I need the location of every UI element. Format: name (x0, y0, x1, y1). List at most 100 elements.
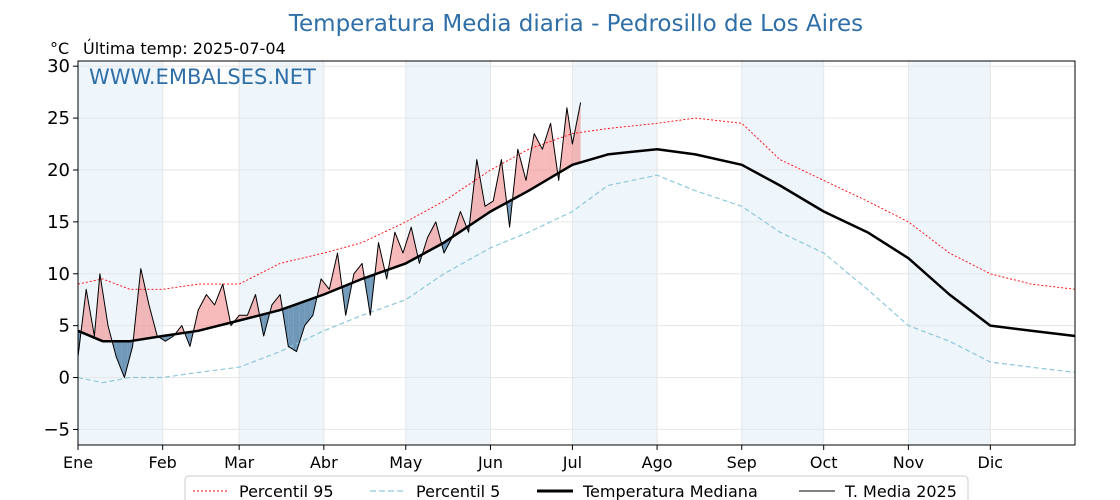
x-tick-label-dic: Dic (978, 453, 1004, 472)
anomaly-fill-above (403, 244, 406, 265)
anomaly-fill-below (310, 298, 313, 319)
unit-label: °C (50, 39, 69, 58)
anomaly-fill-above (206, 294, 210, 329)
anomaly-fill-below (296, 303, 300, 352)
last-temp-label: Última temp: 2025-07-04 (83, 39, 286, 58)
x-tick-label-ene: Ene (63, 453, 93, 472)
anomaly-fill-above (536, 138, 540, 186)
anomaly-fill-above (577, 102, 581, 164)
anomaly-fill-above (277, 294, 281, 311)
legend-p95-label: Percentil 95 (239, 482, 334, 500)
month-band-may (405, 61, 491, 445)
anomaly-fill-above (359, 263, 363, 281)
anomaly-fill-above (225, 297, 229, 324)
anomaly-fill-below (263, 313, 267, 337)
anomaly-fill-below (127, 341, 130, 368)
month-band-ene (78, 61, 163, 445)
anomaly-fill-above (542, 140, 546, 183)
anomaly-fill-above (392, 232, 395, 269)
x-tick-label-abr: Abr (310, 453, 338, 472)
chart-legend: Percentil 95 Percentil 5 Temperatura Med… (184, 475, 969, 500)
anomaly-fill-above (534, 133, 537, 188)
plot-frame (77, 60, 1076, 446)
anomaly-fill-below (304, 300, 308, 326)
anomaly-fill-above (523, 169, 526, 194)
x-tick-label-jul: Jul (562, 453, 582, 472)
anomaly-fill-below (291, 305, 294, 350)
x-tick-label-ago: Ago (642, 453, 673, 472)
anomaly-fill-above (454, 220, 458, 236)
anomaly-fill-above (408, 227, 412, 262)
anomaly-fill-above (151, 315, 155, 338)
anomaly-fill-above (460, 211, 464, 232)
series-line-2025 (77, 102, 582, 378)
anomaly-fill-above (424, 237, 428, 253)
anomaly-fill-above (97, 273, 100, 341)
y-tick-label: 30 (47, 56, 70, 77)
anomaly-fill-above (140, 268, 144, 340)
anomaly-fill-above (457, 211, 461, 234)
x-tick-label-nov: Nov (893, 453, 924, 472)
anomaly-fill-above (200, 299, 204, 331)
month-band-sep (741, 61, 824, 445)
legend-p5-label: Percentil 5 (416, 482, 500, 500)
anomaly-fill-above (214, 297, 218, 327)
anomaly-fill-above (378, 242, 382, 274)
anomaly-fill-above (337, 253, 341, 289)
anomaly-fill-above (135, 294, 139, 341)
watermark: WWW.EMBALSES.NET (89, 65, 316, 89)
anomaly-fill-above (86, 289, 89, 336)
anomaly-fill-above (515, 149, 518, 199)
anomaly-fill-below (293, 304, 297, 352)
anomaly-fill-above (332, 265, 335, 292)
y-tick-label: 0 (59, 368, 70, 389)
y-tick-label: 20 (47, 160, 70, 181)
anomaly-fill-above (474, 159, 477, 223)
anomaly-fill-above (203, 294, 207, 330)
anomaly-fill-above (400, 246, 404, 266)
y-tick-label: 10 (47, 264, 70, 285)
x-axis-ticks: Ene Feb Mar Abr May Jun Jul Ago Sep Oct Nov Dic (63, 445, 1003, 472)
anomaly-fill-above (102, 291, 106, 342)
anomaly-fill-above (490, 201, 494, 212)
series-line-median (77, 147, 1076, 343)
anomaly-fill-below (121, 341, 125, 378)
anomaly-fill-above (99, 273, 103, 342)
anomaly-fill-above (411, 227, 414, 261)
anomaly-fill-above (250, 301, 253, 318)
y-axis-ticks: −5 0 5 10 15 20 25 30 (43, 56, 78, 440)
anomaly-fill-above (222, 284, 226, 325)
anomaly-fill-above (321, 278, 324, 296)
anomaly-fill-above (274, 297, 278, 312)
anomaly-fill-above (547, 123, 551, 180)
x-tick-label-mar: Mar (224, 453, 255, 472)
anomaly-fill-above (209, 297, 212, 329)
anomaly-fill-above (394, 232, 398, 268)
anomaly-fill-below (307, 299, 311, 323)
anomaly-fill-above (179, 325, 182, 334)
anomaly-fill-below (301, 301, 305, 335)
anomaly-fill-above (397, 239, 401, 267)
anomaly-fill-below (345, 284, 349, 316)
series-line-p95 (77, 117, 1076, 290)
x-tick-label-jun: Jun (477, 453, 503, 472)
anomaly-fill-above (528, 149, 532, 191)
series-lines (77, 102, 1076, 384)
x-tick-label-oct: Oct (810, 453, 838, 472)
x-tick-label-feb: Feb (149, 453, 177, 472)
anomaly-fill-above (550, 123, 554, 178)
month-bands (78, 61, 991, 445)
series-line-p5 (77, 174, 1076, 384)
anomaly-fill-above (539, 144, 543, 185)
anomaly-fill-above (143, 280, 147, 340)
anomaly-fill-above (217, 291, 221, 326)
y-tick-label: 25 (47, 108, 70, 129)
anomaly-fill-below (118, 341, 122, 371)
y-tick-label: 15 (47, 212, 70, 233)
anomaly-fill-below (299, 302, 302, 343)
anomaly-fill-below (444, 240, 447, 253)
anomaly-fill-above (198, 304, 201, 331)
month-band-jul (572, 61, 658, 445)
anomaly-fill-above (211, 301, 215, 328)
